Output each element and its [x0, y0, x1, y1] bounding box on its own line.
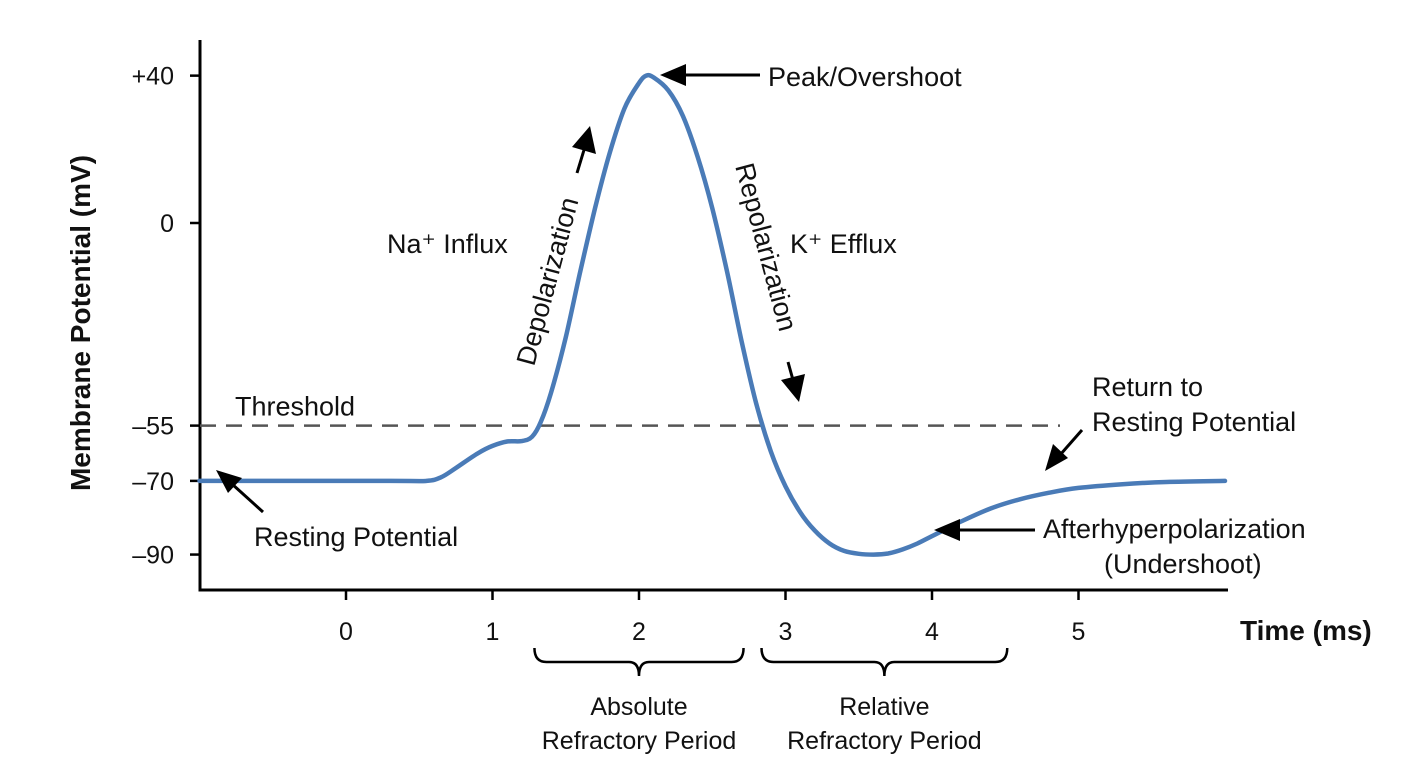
threshold-label: Threshold	[235, 392, 355, 422]
x-axis-ticks: 0 1 2 3 4 5	[339, 590, 1085, 646]
refractory-label-line2-1: Refractory Period	[787, 727, 982, 755]
resting-potential-label: Resting Potential	[254, 522, 458, 552]
na-influx-label: Na⁺ Influx	[387, 229, 508, 259]
axis-lines	[198, 40, 1228, 592]
k-efflux-label: K⁺ Efflux	[790, 229, 897, 259]
depolarization-arrow-head	[572, 126, 596, 154]
x-tick-label-1: 1	[486, 618, 500, 646]
y-tick-label-2: –55	[132, 413, 174, 441]
refractory-brace-0	[533, 647, 745, 677]
x-tick-label-3: 3	[779, 618, 793, 646]
x-tick-label-0: 0	[339, 618, 353, 646]
resting-arrow-line	[230, 482, 265, 514]
peak-arrow-head	[660, 64, 686, 86]
y-tick-label-1: 0	[160, 210, 174, 238]
y-axis-ticks: +40 0 –55 –70 –90	[132, 63, 200, 570]
x-tick-label-2: 2	[632, 618, 646, 646]
y-tick-label-3: –70	[132, 468, 174, 496]
afterhyperpolarization-label-line2: (Undershoot)	[1104, 549, 1262, 579]
repolarization-arrow-head	[781, 374, 805, 402]
x-tick-label-4: 4	[925, 618, 939, 646]
refractory-label-line1-1: Relative	[839, 693, 929, 721]
refractory-brace-1	[760, 647, 1009, 677]
y-tick-label-0: +40	[132, 63, 174, 91]
depolarization-label: Depolarization	[511, 194, 585, 368]
annotations: Peak/Overshoot Na⁺ Influx K⁺ Efflux Depo…	[216, 62, 1306, 579]
peak-label: Peak/Overshoot	[768, 62, 962, 92]
axes	[198, 40, 1228, 592]
return-arrow-line	[1058, 429, 1084, 456]
return-label-line2: Resting Potential	[1092, 407, 1296, 437]
y-tick-label-4: –90	[132, 542, 174, 570]
x-tick-label-5: 5	[1072, 618, 1086, 646]
y-axis-title: Membrane Potential (mV)	[65, 155, 96, 491]
return-label-line1: Return to	[1092, 372, 1203, 402]
refractory-label-line2-0: Refractory Period	[542, 727, 737, 755]
repolarization-arrow-line	[786, 361, 795, 381]
return-arrow-head	[1045, 444, 1068, 471]
afterhyperpolarization-arrow-head	[934, 519, 960, 541]
action-potential-curve	[197, 72, 1228, 557]
afterhyperpolarization-label-line1: Afterhyperpolarization	[1043, 514, 1306, 544]
refractory-periods: Absolute Refractory Period Relative Refract…	[533, 647, 1009, 755]
refractory-label-line1-0: Absolute	[590, 693, 687, 721]
depolarization-arrow-line	[575, 149, 586, 174]
x-axis-title: Time (ms)	[1240, 615, 1372, 646]
resting-arrow-head	[216, 470, 242, 493]
